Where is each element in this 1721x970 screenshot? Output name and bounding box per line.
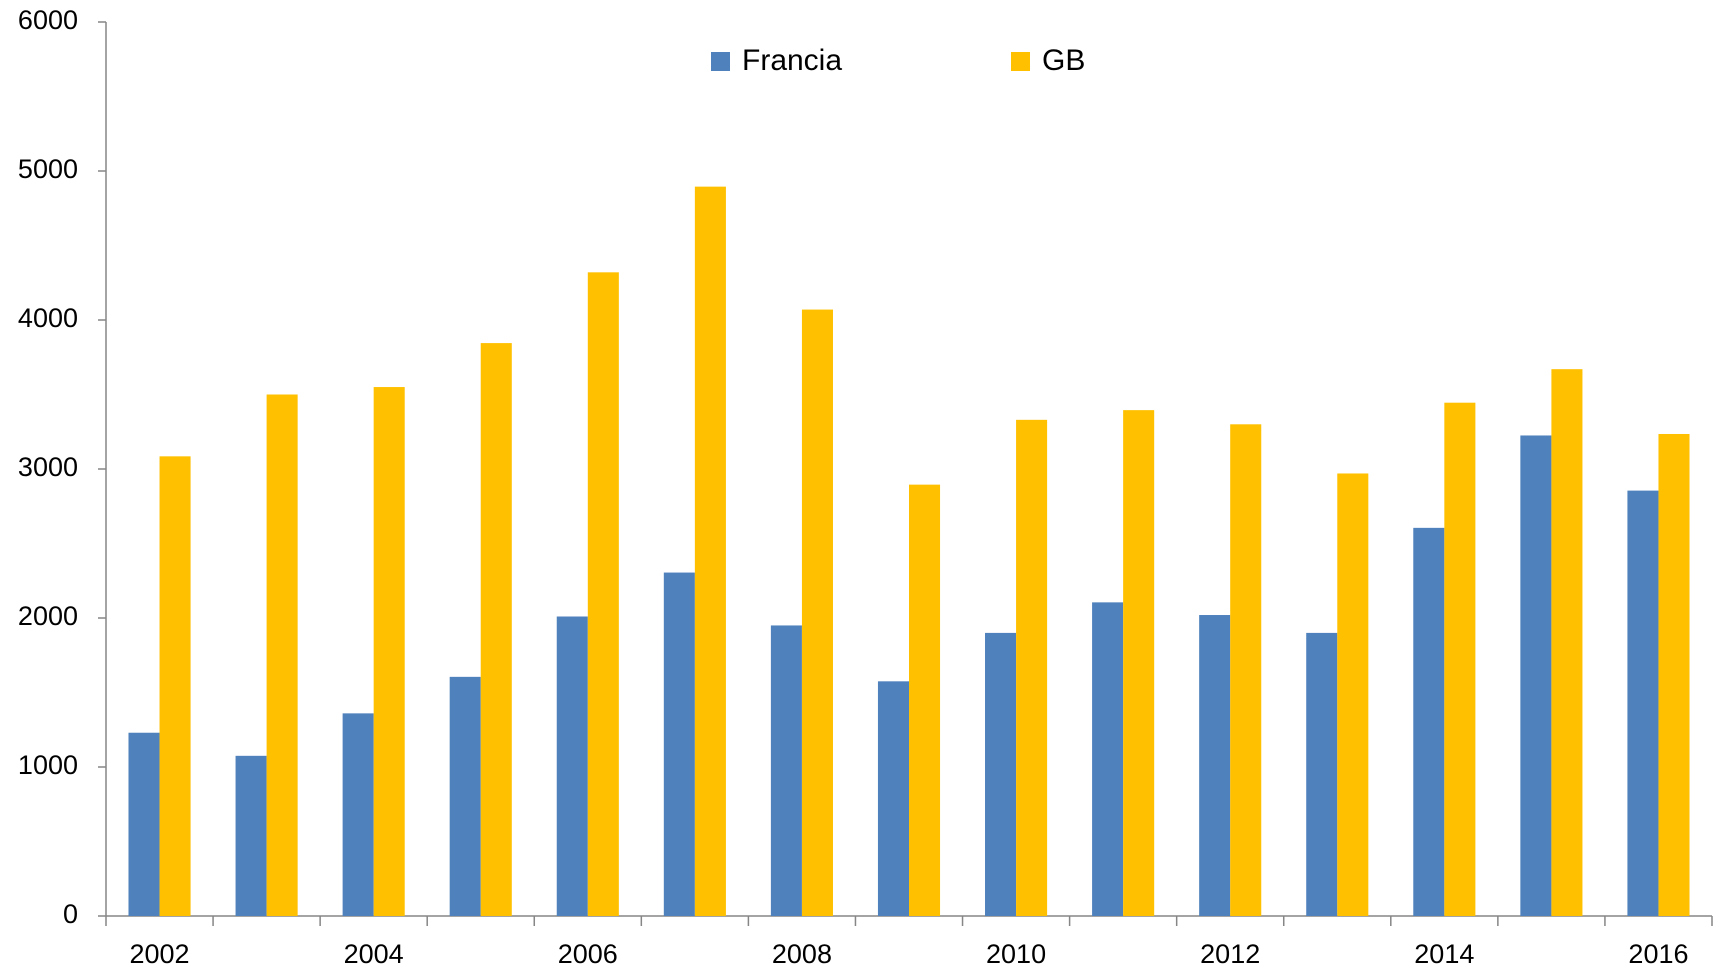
bar xyxy=(1199,615,1231,916)
bar xyxy=(556,616,588,916)
bar xyxy=(1551,369,1583,916)
bar xyxy=(266,394,298,916)
bar xyxy=(449,676,481,916)
bar xyxy=(663,572,695,916)
x-tick-label: 2010 xyxy=(986,939,1046,969)
legend-swatch xyxy=(1011,52,1030,71)
bar xyxy=(342,713,374,916)
x-tick-label: 2004 xyxy=(344,939,404,969)
x-tick-label: 2012 xyxy=(1200,939,1260,969)
bar xyxy=(1123,410,1155,916)
bar xyxy=(1337,473,1369,916)
bar xyxy=(1627,490,1659,916)
bar xyxy=(1230,424,1262,916)
bar xyxy=(128,732,160,916)
bar xyxy=(1413,527,1445,916)
bar xyxy=(909,484,941,916)
bar xyxy=(480,343,512,917)
bar xyxy=(1658,433,1690,916)
y-tick-label: 2000 xyxy=(18,601,78,631)
bar xyxy=(159,456,191,916)
bar xyxy=(1444,402,1476,916)
x-tick-label: 2016 xyxy=(1628,939,1688,969)
bar xyxy=(877,681,909,916)
y-tick-label: 3000 xyxy=(18,452,78,482)
x-tick-label: 2008 xyxy=(772,939,832,969)
bar xyxy=(985,632,1017,916)
y-tick-label: 1000 xyxy=(18,750,78,780)
bar xyxy=(373,387,405,916)
y-tick-label: 6000 xyxy=(18,5,78,35)
bar xyxy=(235,755,267,916)
bar xyxy=(770,625,802,916)
y-tick-label: 4000 xyxy=(18,303,78,333)
bar xyxy=(1092,602,1124,916)
bar xyxy=(694,186,726,916)
y-tick-label: 5000 xyxy=(18,154,78,184)
bar xyxy=(1306,632,1338,916)
x-tick-label: 2002 xyxy=(129,939,189,969)
x-tick-label: 2014 xyxy=(1414,939,1474,969)
bar xyxy=(801,309,833,916)
legend-label: Francia xyxy=(742,44,842,77)
bar xyxy=(1520,435,1552,916)
bar xyxy=(1016,419,1048,916)
y-tick-label: 0 xyxy=(63,899,78,929)
bar xyxy=(587,272,619,916)
legend-swatch xyxy=(711,52,730,71)
legend-label: GB xyxy=(1042,44,1085,77)
x-tick-label: 2006 xyxy=(558,939,618,969)
